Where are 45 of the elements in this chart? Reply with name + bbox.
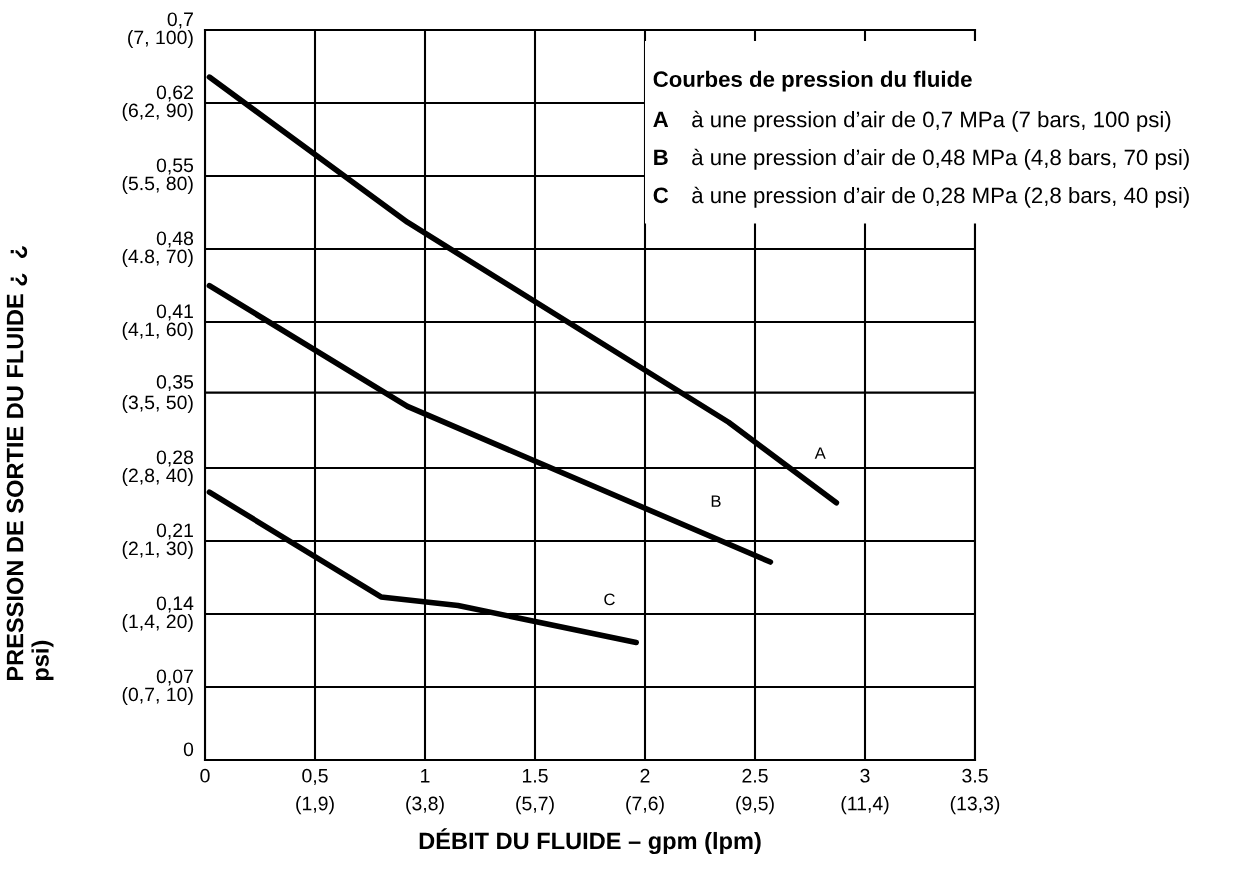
category-label: (1,4, 20) — [122, 614, 193, 633]
category-label: (3,5, 50) — [122, 395, 193, 414]
y-tick-label: 0 — [183, 742, 194, 757]
annotation: B à une pression d’air de 0,48 MPa (4,8 bars, 70 psi) — [654, 148, 1189, 170]
annotation: A à une pression d’air de 0,7 MPa (7 bars, 100 psi) — [653, 110, 1171, 132]
y-tick-label: 0,07 — [156, 669, 193, 686]
y-tick-label: 0,55 — [156, 158, 194, 175]
y-tick-label: 0,62 — [156, 85, 193, 102]
y-tick-label: 0,14 — [156, 596, 194, 613]
x2-tick-label: (7,6) — [626, 796, 664, 815]
x-tick-label: 3.5 — [962, 768, 988, 783]
y-tick-label: 0,28 — [156, 450, 194, 467]
y-tick-label: 0,41 — [156, 304, 193, 321]
y-tick-label: 0,21 — [156, 523, 193, 540]
category-label: (6,2, 90) — [122, 103, 193, 122]
legend-title: Courbes de pression du fluide — [653, 70, 972, 92]
category-label: (5.5, 80) — [122, 176, 193, 195]
series-label: A — [814, 447, 826, 459]
x-tick-label: 0 — [200, 768, 210, 783]
x2-tick-label: (9,5) — [736, 796, 774, 815]
category-label: (7, 100) — [128, 30, 193, 49]
category-label: (4,1, 60) — [122, 322, 193, 341]
x-tick-label: 1 — [421, 769, 430, 783]
x-tick-label: 3 — [860, 768, 870, 783]
category-label: (4.8, 70) — [122, 249, 193, 268]
y-tick-label: 0,48 — [156, 231, 194, 248]
series-label: B — [711, 495, 721, 507]
y-axis-title: PRESSION DE SORTIE DU FLUIDE ¿ ¿ psi) — [6, 245, 54, 681]
category-label: (2,8, 40) — [122, 468, 193, 487]
x2-tick-label: (11,4) — [841, 796, 889, 815]
x-tick-label: 1.5 — [522, 769, 548, 783]
x-tick-label: 0,5 — [302, 768, 328, 785]
series-label: C — [604, 593, 615, 606]
x2-tick-label: (1,9) — [296, 796, 334, 815]
y-tick-label: 0,7 — [167, 12, 193, 29]
x-axis-title: DÉBIT DU FLUIDE – gpm (lpm) — [419, 828, 761, 855]
y-tick-label: 0,35 — [156, 375, 194, 392]
category-label: (2,1, 30) — [122, 541, 193, 560]
x2-tick-label: (13,3) — [950, 796, 1000, 815]
x2-tick-label: (3,8) — [406, 796, 444, 815]
x2-tick-label: (5,7) — [516, 796, 554, 815]
annotation: C à une pression d’air de 0,28 MPa (2,8 bars, 40 psi) — [653, 186, 1189, 208]
x-tick-label: 2 — [640, 768, 650, 783]
x-tick-label: 2.5 — [742, 768, 768, 783]
category-label: (0,7, 10) — [122, 687, 193, 706]
